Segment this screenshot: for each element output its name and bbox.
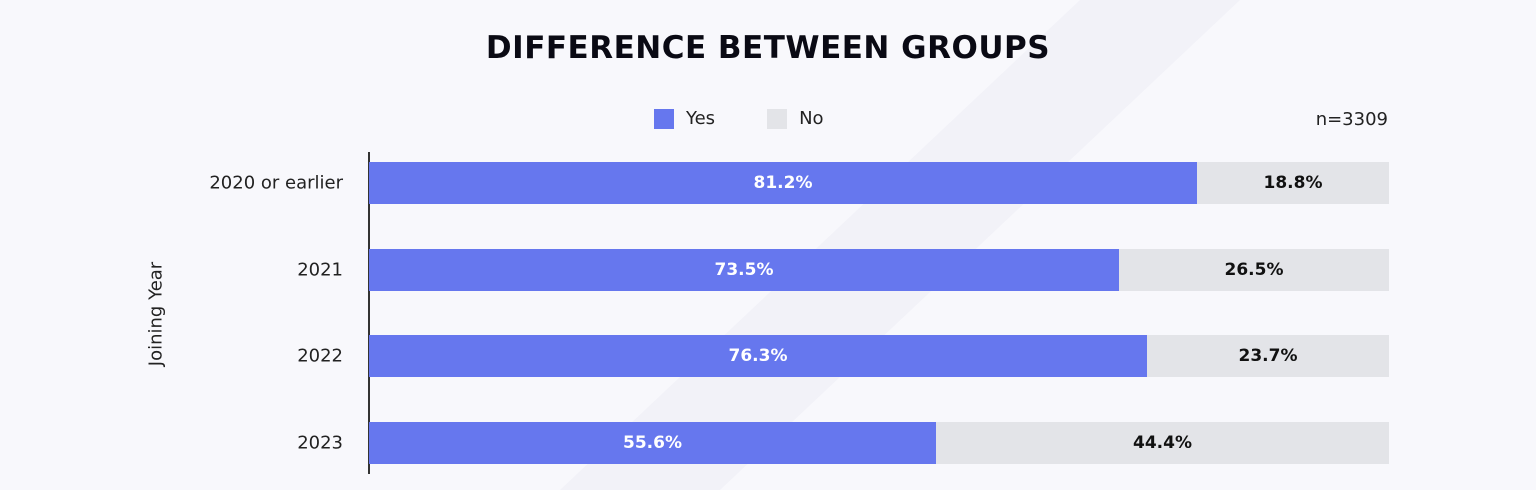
bar-no: 44.4% (936, 421, 1389, 464)
data-label: 73.5% (714, 259, 774, 280)
data-label: 76.3% (728, 346, 788, 366)
y-axis-title: Joining Year (145, 261, 167, 367)
data-label: 55.6% (623, 432, 682, 453)
category-label: 2021 (297, 259, 343, 280)
legend-swatch-yes (654, 108, 674, 129)
y-axis-line (368, 152, 370, 474)
category-label: 2020 or earlier (209, 172, 343, 194)
legend-item-yes: Yes (654, 108, 715, 129)
data-label: 44.4% (1133, 432, 1192, 453)
legend-label-yes: Yes (686, 108, 716, 129)
data-label: 26.5% (1224, 259, 1284, 280)
data-label: 23.7% (1238, 346, 1298, 366)
legend-label-no: No (799, 108, 824, 129)
category-label: 2023 (297, 432, 343, 453)
sample-size-label: n=3309 (1315, 109, 1388, 130)
chart-title: DIFFERENCE BETWEEN GROUPS (485, 30, 1051, 66)
bar-no: 26.5% (1119, 248, 1389, 291)
category-label: 2022 (297, 345, 343, 367)
legend: Yes No (654, 108, 876, 129)
data-label: 18.8% (1263, 173, 1323, 193)
bar-no: 18.8% (1197, 162, 1389, 204)
data-label: 81.2% (753, 173, 813, 193)
legend-swatch-no (767, 108, 788, 129)
bar-yes: 73.5% (369, 248, 1119, 291)
bar-yes: 81.2% (369, 162, 1197, 204)
legend-item-no: No (767, 108, 824, 129)
bar-no: 23.7% (1147, 335, 1389, 377)
bar-yes: 55.6% (369, 421, 936, 464)
bar-yes: 76.3% (369, 335, 1147, 377)
